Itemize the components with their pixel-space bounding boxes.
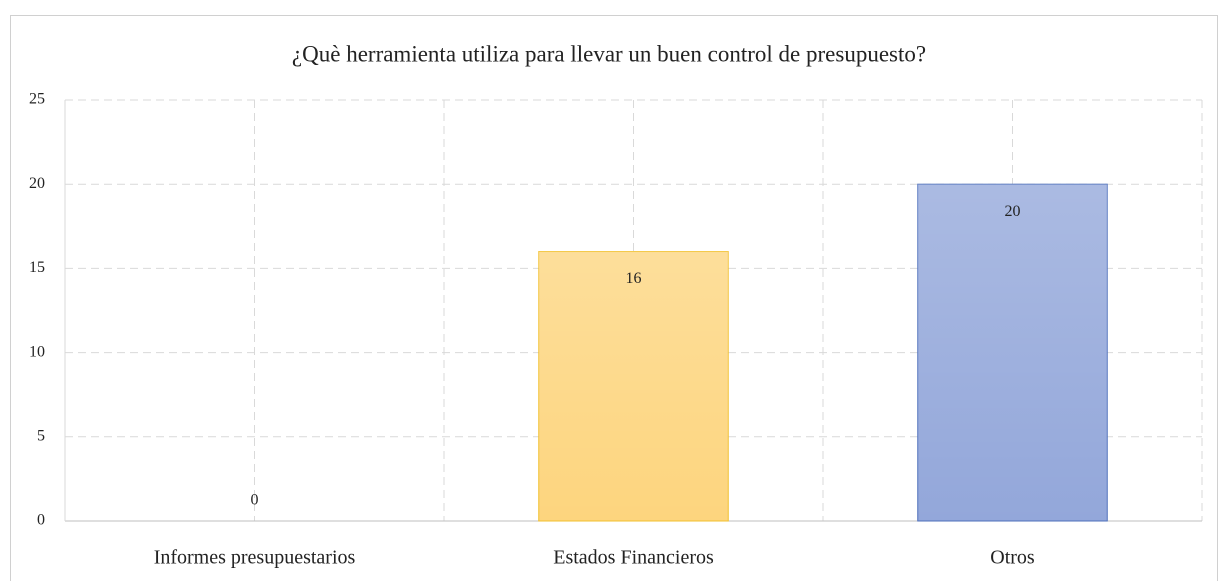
y-tick-label: 25 (29, 91, 45, 108)
bar-shade (538, 251, 729, 521)
value-label: 16 (626, 270, 642, 287)
value-label: 20 (1005, 203, 1021, 220)
x-tick-label: Estados Financieros (553, 547, 714, 569)
bar-shade (917, 184, 1108, 521)
value-label: 0 (251, 492, 259, 509)
x-tick-label: Otros (990, 547, 1035, 569)
y-tick-label: 0 (37, 512, 45, 529)
y-tick-label: 20 (29, 175, 45, 192)
y-tick-label: 5 (37, 427, 45, 444)
y-tick-label: 15 (29, 259, 45, 276)
chart-title: ¿Què herramienta utiliza para llevar un … (292, 41, 926, 66)
x-tick-label: Informes presupuestarios (154, 547, 356, 569)
y-tick-label: 10 (29, 343, 45, 360)
